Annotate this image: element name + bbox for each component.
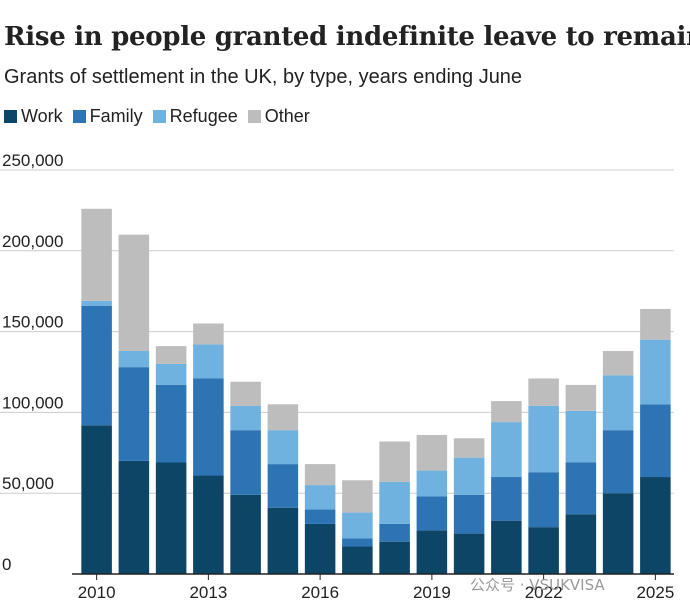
bar-segment-refugee <box>640 339 671 405</box>
bar-segment-other <box>491 401 522 423</box>
legend-item-family: Family <box>72 106 143 127</box>
x-tick-label: 2016 <box>301 583 339 602</box>
bar-segment-work <box>193 475 224 574</box>
bar-segment-family <box>230 430 261 495</box>
bar-segment-family <box>453 494 485 534</box>
bar-segment-family <box>81 305 112 426</box>
bar-segment-other <box>453 438 485 458</box>
bar-segment-work <box>491 520 522 574</box>
x-tick-label: 2019 <box>413 583 451 602</box>
bar-segment-family <box>416 496 448 531</box>
bar-segment-work <box>118 460 150 574</box>
bar-segment-refugee <box>416 470 448 497</box>
bar-segment-work <box>342 546 373 574</box>
y-tick-label: 250,000 <box>2 151 63 170</box>
bar-segment-refugee <box>528 405 559 473</box>
legend-swatch-refugee <box>152 110 166 123</box>
bar-segment-family <box>267 464 299 508</box>
bar-segment-family <box>304 509 336 524</box>
chart-legend: Work Family Refugee Other <box>4 106 320 127</box>
legend-swatch-work <box>4 110 17 123</box>
bar-segment-work <box>379 541 410 574</box>
bar-segment-refugee <box>193 344 224 379</box>
bar-segment-family <box>602 430 634 494</box>
watermark: 公众号 · VSUKVISA <box>470 576 605 594</box>
bar-segment-refugee <box>342 512 373 539</box>
bar-segment-family <box>528 472 559 528</box>
legend-label-work: Work <box>21 106 63 126</box>
bar-segment-work <box>267 507 299 574</box>
bar-segment-other <box>193 323 224 345</box>
bar-segment-other <box>602 350 634 376</box>
bar-segment-family <box>118 367 150 461</box>
bar-segment-other <box>118 234 150 351</box>
bar-segment-work <box>155 462 187 574</box>
legend-item-work: Work <box>4 106 63 127</box>
legend-swatch-other <box>247 110 261 123</box>
legend-item-refugee: Refugee <box>152 106 238 127</box>
legend-label-other: Other <box>264 106 310 126</box>
bar-segment-other <box>416 435 448 471</box>
bar-segment-family <box>193 378 224 476</box>
axes: 2010 2013 2016 2019 2022 2025 <box>72 573 674 602</box>
x-tick-label: 2025 <box>636 583 674 602</box>
legend-swatch-family <box>72 110 86 123</box>
bar-segment-other <box>640 308 671 340</box>
bar-segment-family <box>640 404 671 478</box>
bar-segment-work <box>304 523 336 574</box>
bar-segment-refugee <box>491 422 522 478</box>
bar-segment-refugee <box>602 375 634 431</box>
bar-segment-work <box>416 530 448 574</box>
bar-segment-other <box>81 208 112 301</box>
watermark-text: 公众号 · VSUKVISA <box>470 576 605 594</box>
x-tick-label: 2010 <box>78 583 116 602</box>
chart-title: Rise in people granted indefinite leave … <box>4 22 690 52</box>
y-tick-label: 150,000 <box>2 313 63 332</box>
bar-segment-work <box>602 493 634 574</box>
bar-segment-work <box>81 425 112 574</box>
bar-segment-other <box>230 381 261 406</box>
y-tick-label: 200,000 <box>2 232 63 251</box>
bar-segment-refugee <box>267 430 299 465</box>
bar-segment-refugee <box>155 363 187 385</box>
bar-segment-family <box>155 384 187 463</box>
legend-label-refugee: Refugee <box>169 106 238 126</box>
y-tick-label: 0 <box>2 555 11 574</box>
bar-segment-work <box>230 494 261 574</box>
bar-segment-other <box>528 378 559 406</box>
bar-segment-work <box>640 477 671 574</box>
bar-segment-refugee <box>565 410 597 463</box>
bar-segment-other <box>155 346 187 364</box>
bar-segment-other <box>267 404 299 431</box>
bar-segment-family <box>379 523 410 542</box>
gridlines: 0 50,000 100,000 150,000 200,000 250,000 <box>0 151 674 574</box>
bar-segment-other <box>565 384 597 411</box>
bar-segment-family <box>342 538 373 547</box>
bar-segment-refugee <box>379 481 410 524</box>
bar-segment-other <box>379 441 410 482</box>
bar-segment-other <box>342 480 373 513</box>
bar-segment-refugee <box>453 457 485 495</box>
legend-item-other: Other <box>247 106 310 127</box>
y-tick-label: 100,000 <box>2 393 63 412</box>
bar-segment-work <box>453 533 485 574</box>
bar-segment-refugee <box>230 405 261 431</box>
bar-segment-refugee <box>118 350 150 368</box>
bar-segment-family <box>491 477 522 521</box>
x-tick-label: 2013 <box>189 583 227 602</box>
legend-label-family: Family <box>89 106 143 126</box>
bar-segment-work <box>565 514 597 574</box>
bar-segment-family <box>565 462 597 515</box>
bar-series <box>81 208 671 574</box>
bar-segment-work <box>528 527 559 574</box>
bar-segment-other <box>304 464 336 486</box>
x-tick-label: 2022 <box>525 583 563 602</box>
bar-segment-refugee <box>304 485 336 510</box>
chart-subtitle: Grants of settlement in the UK, by type,… <box>4 66 523 88</box>
bar-segment-refugee <box>81 300 112 306</box>
y-tick-label: 50,000 <box>2 474 54 493</box>
